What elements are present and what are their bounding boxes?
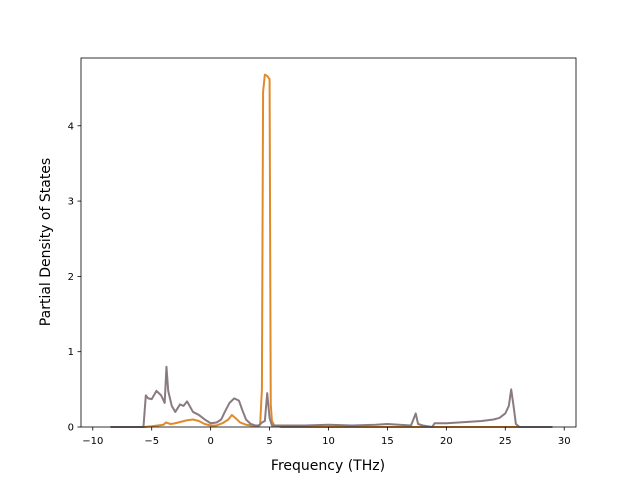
y-tick-label: 2 [68, 272, 74, 283]
y-tick-label: 0 [68, 423, 74, 434]
x-tick-label: 15 [381, 436, 394, 447]
y-tick-label: 1 [68, 347, 74, 358]
y-tick-label: 3 [68, 197, 74, 208]
x-tick-label: 30 [558, 436, 571, 447]
series-line-2 [110, 365, 553, 428]
x-tick-label: −10 [82, 436, 103, 447]
y-axis-ticks: 0 1 2 3 4 [68, 121, 81, 434]
x-tick-label: 20 [440, 436, 453, 447]
plot-frame [80, 57, 577, 428]
x-axis-ticks: −10 −5 0 5 10 15 20 25 30 [82, 427, 571, 447]
x-tick-label: 0 [207, 436, 213, 447]
x-axis-label: Frequency (THz) [271, 458, 385, 474]
y-axis-label: Partial Density of States [38, 158, 54, 326]
x-tick-label: 10 [322, 436, 335, 447]
x-tick-label: 25 [499, 436, 512, 447]
y-tick-label: 4 [68, 121, 74, 132]
x-tick-label: −5 [144, 436, 159, 447]
x-tick-label: 5 [266, 436, 272, 447]
plot-background [81, 58, 576, 427]
